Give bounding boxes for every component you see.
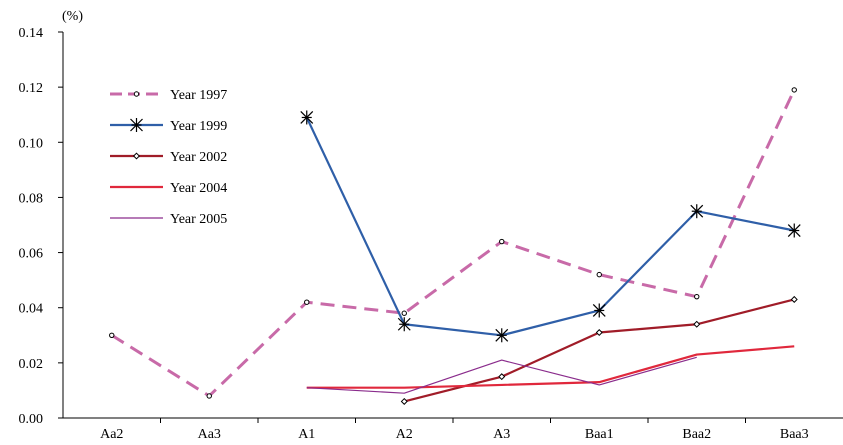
x-tick-label: A1 [298, 427, 315, 442]
y-unit-label: (%) [62, 9, 83, 24]
x-tick-label: Aa2 [100, 427, 123, 442]
x-tick-label: Baa2 [682, 427, 711, 442]
legend: Year 1997 Year 1999 Year 2002 Year 2004 Year… [110, 88, 227, 227]
legend-label: Year 2002 [170, 150, 227, 165]
data-point [400, 397, 408, 405]
y-tick-label: 0.04 [19, 302, 44, 317]
x-tick-label: A2 [396, 427, 413, 442]
legend-label: Year 1997 [170, 88, 227, 103]
series-layer [109, 87, 801, 405]
series-year-2005 [306, 356, 697, 394]
x-tick-label: Aa3 [198, 427, 221, 442]
data-point [499, 238, 505, 245]
legend-item: Year 1997 [110, 88, 227, 103]
y-tick-label: 0.06 [19, 247, 44, 262]
y-tick-label: 0.08 [19, 191, 44, 206]
axes [58, 31, 843, 423]
data-point [787, 223, 801, 238]
data-point [693, 320, 701, 328]
data-point [790, 295, 798, 303]
data-point [495, 328, 509, 343]
data-point [300, 110, 314, 125]
y-tick-labels: 0.00 0.02 0.04 0.06 0.08 0.10 0.12 0.14 [19, 26, 44, 427]
data-point [596, 271, 602, 278]
x-tick-labels: Aa2 Aa3 A1 A2 A3 Baa1 Baa2 Baa3 [100, 427, 809, 442]
series-line [305, 117, 795, 337]
x-tick-label: Baa1 [585, 427, 614, 442]
series-year-2004 [306, 345, 795, 389]
y-tick-label: 0.12 [19, 81, 44, 96]
data-point [401, 310, 407, 316]
data-point [690, 204, 704, 219]
data-point [206, 393, 212, 399]
legend-item: Year 1999 [110, 118, 227, 134]
series-line [110, 89, 796, 398]
series-year-1999 [300, 110, 801, 343]
series-line [306, 356, 697, 394]
legend-item: Year 2004 [110, 181, 227, 196]
legend-marker [132, 152, 141, 160]
data-point [498, 373, 506, 381]
data-point [694, 293, 700, 300]
legend-label: Year 2005 [170, 212, 227, 227]
legend-label: Year 1999 [170, 119, 227, 134]
legend-item: Year 2002 [110, 150, 227, 165]
data-point [592, 303, 606, 318]
y-tick-label: 0.10 [19, 136, 44, 151]
legend-item: Year 2005 [110, 212, 227, 227]
data-point [397, 317, 411, 332]
y-tick-label: 0.00 [19, 412, 44, 427]
series-year-1997 [109, 87, 797, 399]
legend-marker [133, 91, 140, 97]
series-line [306, 345, 795, 389]
y-tick-label: 0.14 [19, 26, 44, 41]
x-tick-label: Baa3 [780, 427, 809, 442]
data-point [791, 87, 797, 93]
y-tick-label: 0.02 [19, 357, 44, 372]
data-point [595, 329, 603, 337]
x-tick-label: A3 [493, 427, 510, 442]
legend-label: Year 2004 [170, 181, 227, 196]
data-point [109, 332, 115, 338]
legend-marker [130, 118, 143, 132]
data-point [304, 299, 310, 305]
